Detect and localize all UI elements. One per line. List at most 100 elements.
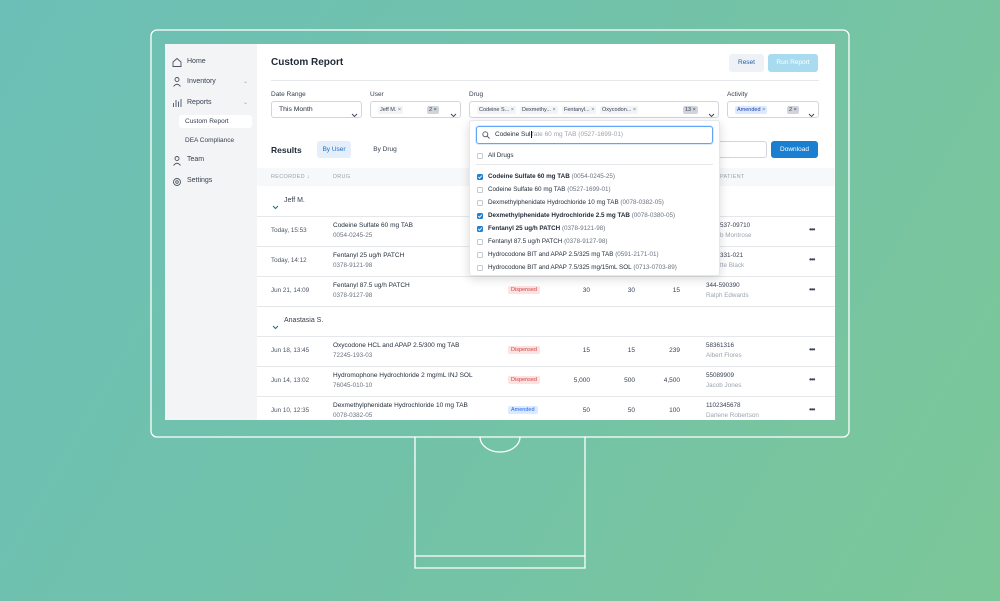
tab-by-user[interactable]: By User (317, 141, 351, 158)
status-badge: Dispensed (508, 376, 540, 384)
nav-item[interactable]: Inventory (187, 78, 216, 85)
option[interactable]: Fentanyl 87.5 ug/h PATCH (0378-9127-98) (488, 238, 608, 245)
row-menu[interactable]: ••• (809, 345, 815, 354)
th-patient: PATIENT (720, 174, 745, 180)
filter-label: Drug (469, 91, 484, 98)
patient-id: 331-021 (720, 252, 744, 259)
divider (271, 80, 819, 81)
filter-select[interactable] (271, 101, 362, 118)
all-checkbox[interactable] (477, 153, 483, 159)
option-code: (0713-0703-89) (633, 264, 677, 271)
nav-item[interactable]: Custom Report (179, 115, 252, 128)
drug-name: Hydromophone Hydrochloride 2 mg/mL INJ S… (333, 372, 473, 379)
option[interactable]: Codeine Sulfate 60 mg TAB (0527-1699-01) (488, 186, 611, 193)
status-badge: Amended (508, 406, 538, 414)
option[interactable]: Hydrocodone BIT and APAP 2.5/325 mg TAB … (488, 251, 659, 258)
drug-name: Dexmethylphenidate Hydrochloride 10 mg T… (333, 402, 468, 409)
option-name: Dexmethylphenidate Hydrochloride 2.5 mg … (488, 212, 630, 219)
drug-name: Fentanyl 25 ug/h PATCH (333, 252, 405, 259)
count-text: 13 (685, 107, 692, 113)
filter-label: User (370, 91, 384, 98)
nav-item[interactable]: Reports (187, 99, 212, 106)
dropdown-divider (476, 164, 713, 165)
row-divider (257, 306, 835, 307)
th-recorded: RECORDED ↓ (271, 174, 310, 180)
option-name: Hydrocodone BIT and APAP 2.5/325 mg TAB (488, 251, 614, 258)
nav-item[interactable]: Settings (187, 177, 213, 184)
option-checkbox[interactable] (477, 174, 483, 180)
drug-code: 76045-010-10 (333, 382, 373, 389)
option-checkbox[interactable] (477, 200, 483, 206)
quantity: 15 (627, 347, 635, 354)
option-checkbox[interactable] (477, 252, 483, 258)
recorded-time: Jun 14, 13:02 (271, 377, 310, 384)
select-caret (708, 106, 715, 118)
option[interactable]: Hydrocodone BIT and APAP 7.5/325 mg/15mL… (488, 264, 677, 271)
option-checkbox[interactable] (477, 239, 483, 245)
download-button[interactable]: Download (771, 141, 818, 158)
option[interactable]: Fentanyl 25 ug/h PATCH (0378-9121-98) (488, 225, 605, 232)
patient-id: 1102345678 (706, 402, 741, 409)
count-text: 2 (789, 107, 793, 113)
reset-button[interactable]: Reset (729, 54, 764, 72)
drug-code: 0378-9121-98 (333, 262, 373, 269)
chip-text: Jeff M. (380, 107, 397, 113)
patient-name: Darlene Robertson (706, 412, 759, 419)
sidebar: Home Inventory ⌄ Reports ⌄ Custom Report DEA C… (165, 44, 257, 420)
option-checkbox[interactable] (477, 213, 483, 219)
filter-chip: Codeine S... × (477, 106, 517, 114)
filter-chip: Dexmethy... × (520, 106, 558, 114)
filter-chip: Amended × (735, 106, 768, 114)
row-menu[interactable]: ••• (809, 285, 815, 294)
dropdown-search[interactable]: Codeine Sul fate 60 mg TAB (0527-1699-01) (476, 126, 713, 144)
page-title: Custom Report (271, 57, 344, 68)
filter-count: 2 × (427, 106, 439, 114)
option-checkbox[interactable] (477, 226, 483, 232)
row-menu[interactable]: ••• (809, 225, 815, 234)
run-report-button[interactable]: Run Report (768, 54, 818, 72)
drug-name: Oxycodone HCL and APAP 2.5/300 mg TAB (333, 342, 460, 349)
group-caret (272, 198, 279, 210)
filter-value: This Month (279, 106, 313, 113)
row-divider (257, 276, 835, 277)
quantity: 4,500 (663, 377, 680, 384)
drug-dropdown: Codeine Sul fate 60 mg TAB (0527-1699-01)… (469, 120, 720, 276)
option-checkbox[interactable] (477, 187, 483, 193)
option-checkbox[interactable] (477, 265, 483, 271)
nav-item[interactable]: DEA Compliance (185, 137, 235, 144)
recorded-time: Jun 21, 14:09 (271, 287, 310, 294)
quantity: 500 (624, 377, 635, 384)
patient-id: 58361316 (706, 342, 735, 349)
th-drug: DRUG (333, 174, 351, 180)
row-menu[interactable]: ••• (809, 405, 815, 414)
filter-chip: Jeff M. × (378, 106, 404, 114)
chip-text: Amended (737, 107, 761, 113)
all-drugs[interactable]: All Drugs (488, 152, 514, 159)
option[interactable]: Dexmethylphenidate Hydrochloride 2.5 mg … (488, 212, 675, 219)
tab-by-drug[interactable]: By Drug (373, 146, 397, 153)
patient-name: Albert Flores (706, 352, 742, 359)
option-code: (0054-0245-25) (571, 173, 615, 180)
nav-caret: ⌄ (243, 100, 249, 106)
row-menu[interactable]: ••• (809, 375, 815, 384)
option[interactable]: Dexmethylphenidate Hydrochloride 10 mg T… (488, 199, 664, 206)
recorded-time: Today, 14:12 (271, 257, 307, 264)
monitor-stand (414, 437, 586, 569)
drug-code: 0378-9127-98 (333, 292, 373, 299)
row-menu[interactable]: ••• (809, 255, 815, 264)
patient-id: 55089909 (706, 372, 735, 379)
chip-text: Codeine S... (479, 107, 510, 113)
option[interactable]: Codeine Sulfate 60 mg TAB (0054-0245-25) (488, 173, 615, 180)
filter-count: 2 × (787, 106, 799, 114)
nav-icons (172, 57, 182, 186)
option-name: Codeine Sulfate 60 mg TAB (488, 186, 566, 193)
chip-text: Dexmethy... (522, 107, 551, 113)
monitor-bezel (150, 29, 850, 438)
nav-item[interactable]: Home (187, 58, 206, 65)
nav-item[interactable]: Team (187, 156, 205, 163)
drug-name: Fentanyl 87.5 ug/h PATCH (333, 282, 410, 289)
option-name: Hydrocodone BIT and APAP 7.5/325 mg/15mL… (488, 264, 632, 271)
quantity: 5,000 (573, 377, 590, 384)
patient-name: tte Black (720, 262, 745, 269)
